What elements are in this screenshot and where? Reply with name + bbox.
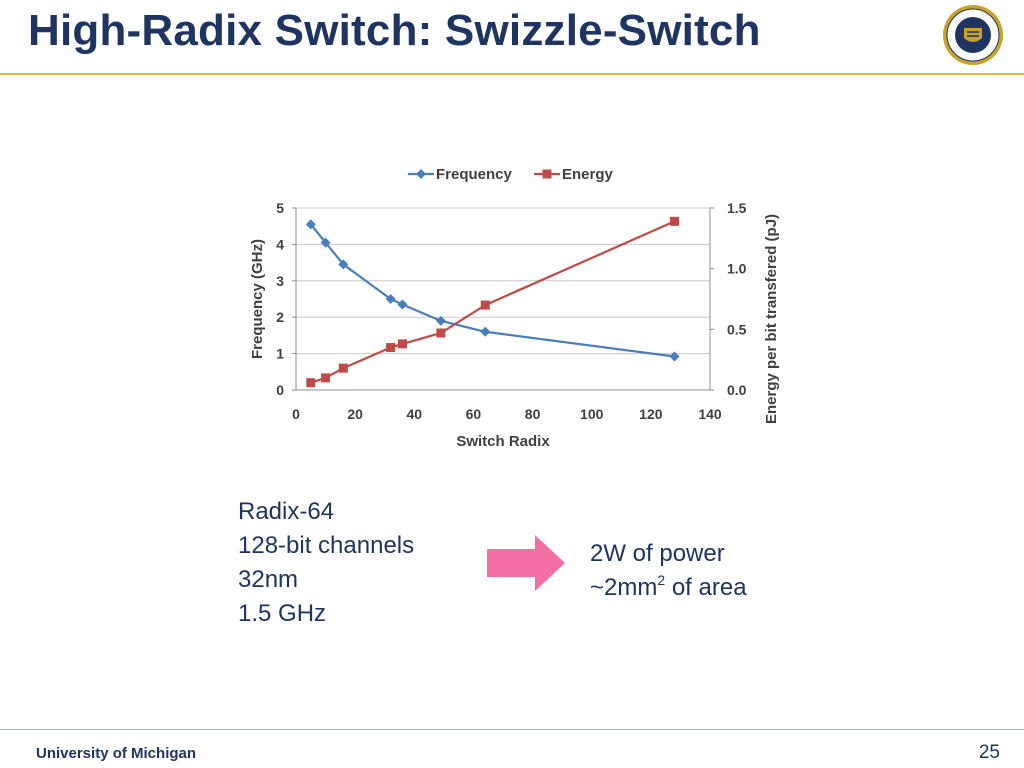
y-axis-label: Frequency (GHz): [249, 239, 266, 359]
x-axis-label: Switch Radix: [456, 433, 550, 450]
result-area-suffix: of area: [665, 574, 747, 601]
spec-list: Radix-64 128-bit channels 32nm 1.5 GHz: [238, 495, 414, 631]
data-point-frequency: [320, 237, 331, 248]
x-tick-label: 140: [698, 406, 722, 422]
data-point-frequency: [397, 299, 408, 310]
legend-label-frequency: Frequency: [436, 166, 513, 183]
data-point-frequency: [480, 326, 491, 337]
y2-tick-label: 0.0: [727, 382, 747, 398]
x-tick-label: 120: [639, 406, 663, 422]
y-tick-label: 3: [276, 273, 284, 289]
spec-item: 128-bit channels: [238, 532, 415, 559]
data-point-frequency: [305, 219, 316, 230]
y-tick-label: 1: [276, 346, 284, 362]
data-point-energy: [338, 363, 348, 373]
footer-divider: [0, 729, 1024, 730]
y-tick-label: 4: [276, 236, 284, 252]
chart-svg: 0 20 40 60 80 100 120 140 0 1 2 3 4 5 0.0 0.5 1.0 1.5 Swit…: [249, 166, 780, 450]
spec-item: Radix-64: [238, 498, 335, 525]
result-list: 2W of power ~2mm2 of area: [590, 537, 747, 605]
y2-tick-label: 1.0: [727, 261, 747, 277]
y-tick-label: 0: [276, 382, 284, 398]
data-point-energy: [306, 378, 316, 388]
result-area-prefix: ~2mm: [590, 574, 658, 601]
result-power: 2W of power: [590, 540, 725, 567]
data-point-energy: [436, 328, 446, 338]
data-point-frequency: [669, 351, 680, 362]
result-area-exponent: 2: [657, 572, 666, 588]
x-tick-label: 100: [580, 406, 604, 422]
data-point-energy: [386, 343, 396, 353]
spec-item: 32nm: [238, 566, 299, 593]
series-line-energy: [310, 220, 675, 384]
data-point-frequency: [435, 315, 446, 326]
spec-item: 1.5 GHz: [238, 600, 327, 627]
data-point-energy: [321, 373, 331, 383]
right-arrow-icon: [487, 535, 565, 591]
header-divider: [0, 73, 1024, 75]
university-seal-icon: [943, 5, 1003, 65]
y-tick-label: 2: [276, 309, 284, 325]
chart: 0 20 40 60 80 100 120 140 0 1 2 3 4 5 0.0 0.5 1.0 1.5 Swit…: [236, 150, 796, 460]
x-tick-label: 60: [466, 406, 482, 422]
x-tick-label: 0: [292, 406, 300, 422]
legend-label-energy: Energy: [562, 166, 614, 183]
slide-title: High-Radix Switch: Swizzle-Switch: [28, 6, 761, 55]
legend-marker-frequency: [416, 169, 426, 179]
page-number: 25: [978, 742, 1000, 763]
x-tick-label: 20: [347, 406, 363, 422]
y2-axis-label: Energy per bit transfered (pJ): [763, 214, 780, 424]
data-point-energy: [670, 216, 680, 226]
y2-tick-label: 1.5: [727, 200, 747, 216]
footer-organization: University of Michigan: [36, 745, 197, 762]
series-line-frequency: [309, 223, 675, 358]
y-tick-label: 5: [276, 200, 284, 216]
data-point-energy: [397, 339, 407, 349]
result-area: ~2mm2 of area: [590, 571, 747, 605]
y2-tick-label: 0.5: [727, 321, 747, 337]
data-point-frequency: [338, 259, 349, 270]
data-point-frequency: [385, 294, 396, 304]
data-point-energy: [480, 300, 490, 310]
legend-marker-energy: [542, 169, 552, 179]
x-tick-label: 40: [406, 406, 422, 422]
x-tick-label: 80: [525, 406, 541, 422]
